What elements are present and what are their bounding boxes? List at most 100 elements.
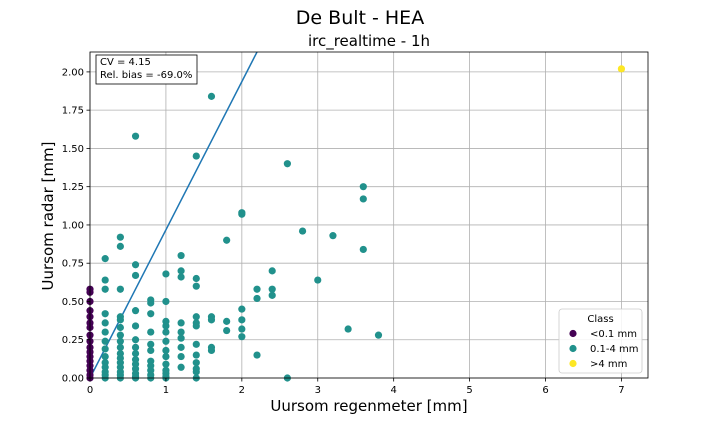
data-point — [131, 343, 140, 351]
data-point — [101, 337, 109, 345]
data-point — [192, 322, 200, 330]
x-tick-label: 0 — [87, 385, 93, 396]
data-point — [177, 273, 185, 281]
data-point — [131, 322, 140, 330]
data-point — [131, 132, 140, 140]
data-point — [207, 92, 216, 100]
data-point — [162, 297, 170, 306]
data-point — [147, 328, 155, 336]
data-point — [131, 307, 140, 315]
data-point — [268, 267, 276, 275]
legend-box — [558, 308, 643, 374]
data-point — [162, 360, 170, 368]
data-point — [147, 346, 155, 355]
data-point — [101, 345, 109, 353]
plot-frame — [89, 51, 649, 379]
data-point — [238, 305, 246, 313]
data-point — [177, 334, 185, 342]
data-point — [238, 316, 246, 324]
x-tick-label: 2 — [239, 385, 245, 396]
data-point — [192, 274, 200, 283]
data-point — [162, 346, 170, 355]
data-point — [359, 195, 367, 203]
data-point — [177, 352, 185, 361]
data-point — [192, 340, 200, 348]
data-point — [177, 363, 185, 371]
data-point — [147, 340, 155, 348]
stats-annotation: CV = 4.15 Rel. bias = -69.0% — [95, 54, 198, 85]
x-tick-label: 5 — [466, 385, 472, 396]
y-tick-label: 1.25 — [62, 182, 84, 193]
data-point — [116, 343, 124, 351]
data-point — [116, 323, 124, 332]
legend-marker — [569, 344, 577, 353]
data-point — [116, 337, 124, 345]
data-point — [238, 325, 246, 333]
legend: Class <0.1 mm 0.1-4 mm >4 mm — [558, 308, 643, 374]
data-point — [344, 325, 352, 333]
y-tick-label: 0.00 — [62, 374, 84, 385]
data-point — [162, 328, 170, 336]
data-point — [207, 346, 216, 355]
data-point — [253, 294, 261, 303]
y-tick-label: 0.25 — [62, 335, 84, 346]
data-point — [329, 232, 337, 240]
data-point — [268, 291, 276, 299]
data-point — [192, 152, 200, 160]
data-point — [131, 336, 140, 344]
x-tick-label: 3 — [315, 385, 321, 396]
data-point — [223, 326, 231, 335]
data-point — [223, 236, 231, 244]
data-point — [374, 331, 383, 339]
data-point — [314, 276, 322, 284]
data-point — [116, 331, 124, 339]
data-point — [359, 245, 367, 254]
data-point — [101, 285, 109, 293]
data-point — [162, 337, 170, 345]
stats-annotation-box — [95, 54, 198, 85]
data-point — [147, 299, 155, 307]
annotation-cv: CV = 4.15 — [100, 57, 151, 68]
data-point — [101, 319, 109, 327]
y-tick-label: 0.50 — [62, 297, 84, 308]
data-point — [162, 270, 170, 278]
data-point — [131, 349, 140, 358]
fit-line-group — [90, 52, 258, 378]
x-tick-label: 1 — [163, 385, 169, 396]
data-point — [192, 368, 200, 376]
data-point — [238, 333, 246, 341]
data-point — [359, 183, 367, 191]
figure-title: De Bult - HEA — [296, 7, 424, 29]
data-point — [131, 261, 140, 269]
annotation-bias: Rel. bias = -69.0% — [100, 70, 192, 81]
data-point — [162, 352, 170, 361]
legend-marker — [569, 359, 577, 368]
legend-marker — [569, 329, 577, 338]
data-point — [101, 310, 109, 318]
data-point — [116, 233, 124, 241]
data-point — [192, 359, 200, 367]
data-point — [116, 316, 124, 324]
grid — [89, 52, 648, 379]
legend-entry-label: <0.1 mm — [590, 329, 637, 340]
y-tick-label: 0.75 — [62, 259, 84, 270]
x-tick-label: 6 — [542, 385, 548, 396]
data-point — [207, 316, 216, 324]
data-point — [253, 351, 261, 359]
y-tick-label: 2.00 — [62, 67, 84, 78]
data-point — [617, 65, 626, 73]
data-point — [101, 352, 109, 361]
y-tick-label: 1.75 — [62, 106, 84, 117]
data-point — [223, 317, 231, 325]
data-point — [116, 285, 124, 293]
data-point — [177, 343, 185, 351]
x-tick-label: 7 — [618, 385, 624, 396]
y-axis-ticks: 0.00 0.25 0.50 0.75 1.00 1.25 1.50 1.75 2.00 — [62, 67, 90, 385]
data-point — [101, 276, 109, 284]
legend-entry-label: >4 mm — [590, 359, 627, 370]
x-axis-label: Uursom regenmeter [mm] — [270, 397, 467, 415]
legend-title: Class — [587, 314, 613, 325]
data-point — [177, 267, 185, 275]
data-point — [162, 322, 170, 330]
